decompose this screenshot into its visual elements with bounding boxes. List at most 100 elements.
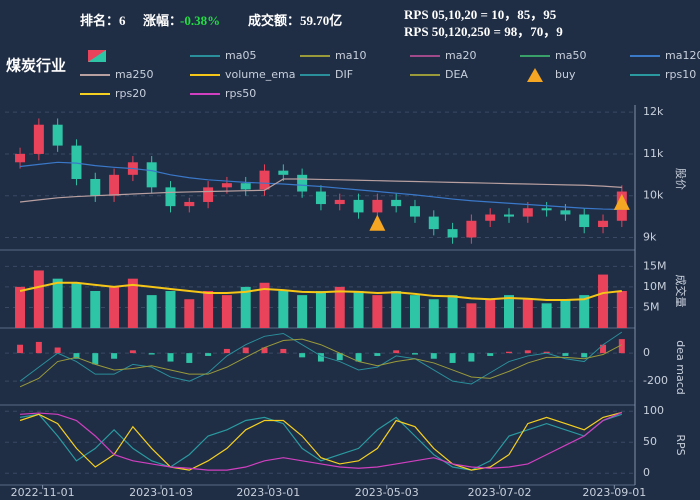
volume-bar <box>15 286 26 328</box>
y-tick-label: 12k <box>643 105 664 118</box>
legend-label: DIF <box>335 68 353 81</box>
macd-bar <box>299 353 306 358</box>
buy-marker <box>613 193 630 210</box>
candle-body <box>90 179 101 196</box>
volume-bar <box>33 270 44 328</box>
macd-bar <box>524 350 531 354</box>
candle-body <box>598 220 609 228</box>
macd-bar <box>317 353 324 362</box>
candle-body <box>109 174 120 196</box>
y-tick-label: 100 <box>643 404 664 417</box>
volume-bar <box>504 295 514 328</box>
volume-bar <box>259 282 270 328</box>
candle-body <box>221 183 232 188</box>
macd-bar <box>449 353 456 363</box>
x-tick-label: 2023-03-01 <box>236 486 300 499</box>
volume-bar <box>353 291 364 328</box>
volume-bar <box>428 299 439 328</box>
macd-bar <box>223 348 230 354</box>
macd-bar <box>581 353 588 358</box>
candle-body <box>428 216 439 230</box>
macd-bar <box>393 350 400 354</box>
legend-label: rps50 <box>225 87 256 100</box>
candle-body <box>203 187 214 202</box>
macd-bar <box>35 341 42 354</box>
y-tick-label: 15M <box>643 259 667 272</box>
volume-bar <box>334 286 345 328</box>
macd-line <box>19 338 623 388</box>
y-tick-label: 0 <box>643 466 650 479</box>
candle-body <box>165 187 176 207</box>
macd-bar <box>430 353 437 359</box>
legend-label: ma250 <box>115 68 153 81</box>
candle-body <box>15 153 26 163</box>
candle-body <box>240 183 251 190</box>
volume-bar <box>203 291 214 328</box>
candle-body <box>146 162 157 188</box>
candle-body <box>184 201 195 207</box>
macd-bar <box>92 353 99 365</box>
y-tick-label: 0 <box>643 346 650 359</box>
candle-body <box>353 199 364 213</box>
volume-bar <box>447 295 458 328</box>
candle-body <box>579 214 590 228</box>
macd-bar <box>148 353 155 355</box>
candle-body <box>541 208 552 211</box>
macd-bar <box>186 353 193 363</box>
candle-body <box>278 170 289 175</box>
volume-bar <box>71 282 82 328</box>
y-tick-label: 5M <box>643 300 660 313</box>
legend-candle-icon <box>88 50 106 62</box>
macd-bar <box>111 353 118 359</box>
turnover: 成交额：59.70亿 <box>248 13 342 28</box>
macd-bar <box>205 353 212 356</box>
candle-body <box>504 214 514 217</box>
macd-bar <box>167 353 174 362</box>
volume-bar <box>315 291 326 328</box>
candle-body <box>334 199 345 205</box>
rps-long: RPS 50,120,250 = 98，70，9 <box>404 24 563 39</box>
volume-bar <box>522 299 533 328</box>
x-tick-label: 2022-11-01 <box>11 486 75 499</box>
candle-body <box>466 220 477 238</box>
volume-bar <box>165 291 176 328</box>
macd-bar <box>600 344 607 354</box>
volume-bar <box>598 274 609 328</box>
change: -0.38% <box>180 13 220 28</box>
macd-bar <box>374 353 381 356</box>
volume-bar <box>221 295 232 328</box>
legend-label: rps10 <box>665 68 696 81</box>
macd-bar <box>261 347 268 354</box>
volume-bar <box>485 299 496 328</box>
change-label: 涨幅： <box>142 13 182 28</box>
y-axis-title: RPS <box>674 434 687 455</box>
macd-bar <box>17 344 24 354</box>
legend-swatch <box>527 68 543 82</box>
legend-label: rps20 <box>115 87 146 100</box>
rps-line <box>19 413 623 471</box>
macd-bar <box>506 351 512 354</box>
legend-label: DEA <box>445 68 468 81</box>
candle-body <box>372 199 383 213</box>
y-tick-label: 50 <box>643 435 657 448</box>
ma-line <box>19 161 622 211</box>
macd-bar <box>411 353 418 355</box>
volume-bar <box>541 303 552 328</box>
y-tick-label: 9k <box>643 230 657 243</box>
volume-bar <box>579 295 590 328</box>
rps-line <box>19 411 622 471</box>
macd-bar <box>618 339 625 354</box>
legend-label: ma05 <box>225 49 256 62</box>
x-tick-label: 2023-09-01 <box>582 486 646 499</box>
y-tick-label: 10M <box>643 280 667 293</box>
volume-bar <box>240 286 251 328</box>
industry: 煤炭行业 <box>6 57 66 75</box>
macd-bar <box>487 353 494 356</box>
volume-bar <box>409 295 420 328</box>
candle-body <box>409 206 420 217</box>
rank: 排名：6 <box>80 13 126 28</box>
volume-bar <box>90 291 101 328</box>
macd-line <box>19 331 623 385</box>
x-tick-label: 2023-05-03 <box>355 486 419 499</box>
